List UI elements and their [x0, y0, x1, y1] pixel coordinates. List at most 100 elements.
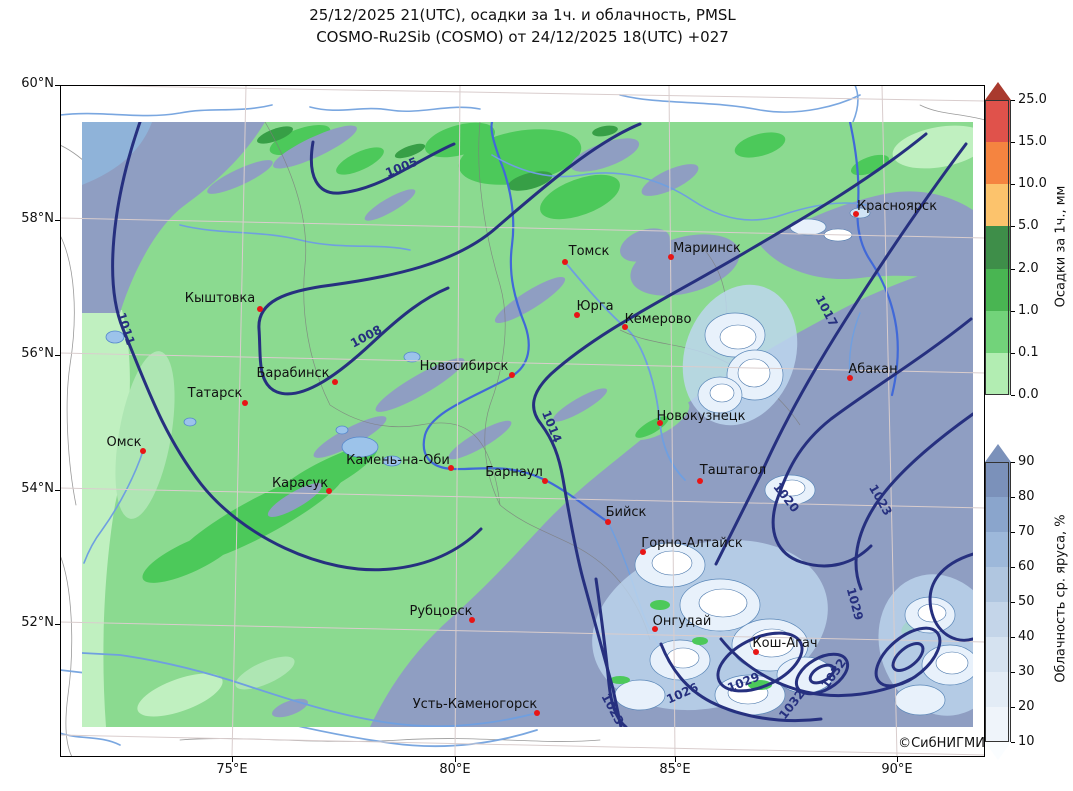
city-marker [326, 488, 332, 494]
lat-tick-label: 54°N [21, 481, 54, 496]
colorbar-tick-mark [1011, 100, 1015, 101]
lat-tick-mark [55, 624, 60, 625]
city-marker [332, 379, 338, 385]
city-label: Томск [568, 244, 610, 259]
model-domain [82, 122, 973, 727]
city-label: Барабинск [256, 366, 329, 381]
colorbar-tick-label: 80 [1018, 489, 1035, 504]
city-label: Барнаул [485, 465, 543, 480]
city-label: Новокузнецк [656, 409, 745, 424]
lon-tick-mark [897, 757, 898, 762]
colorbar-tick-label: 1.0 [1018, 302, 1039, 318]
colorbar-tick-label: 70 [1018, 524, 1035, 539]
city-marker [652, 626, 658, 632]
colorbar-tick-mark [1011, 352, 1015, 354]
city-label: Горно-Алтайск [641, 536, 743, 551]
lat-tick-mark [55, 220, 60, 221]
lat-tick-mark [55, 355, 60, 356]
colorbar-band [985, 637, 1011, 672]
colorbar-tick-label: 0.0 [1018, 387, 1039, 402]
cloud-region-topleft [82, 122, 265, 313]
city-marker [574, 312, 580, 318]
city-marker [605, 519, 611, 525]
city-label: Карасук [272, 476, 328, 491]
city-marker [542, 478, 548, 484]
lon-tick-label: 85°E [659, 762, 691, 777]
isobar-1023 [854, 412, 973, 591]
lon-tick-label: 90°E [881, 762, 913, 777]
isobar-1008 [257, 122, 642, 396]
lat-tick-mark [55, 490, 60, 491]
snow-texture-altai [592, 539, 834, 716]
precip-colorbar-title: Осадки за 1ч., мм [1053, 185, 1069, 308]
city-marker [469, 617, 475, 623]
colorbar-tick-label: 60 [1018, 559, 1035, 574]
colorbar-tick-mark [1011, 268, 1015, 270]
city-marker [847, 375, 853, 381]
colorbar-tick-mark [1011, 567, 1015, 568]
colorbar-band [985, 532, 1011, 567]
city-label: Кыштовка [185, 291, 255, 306]
colorbar-band [985, 100, 1011, 143]
snow-texture-kuznetsk [682, 284, 798, 426]
colorbar-tick-mark [1011, 310, 1015, 312]
colorbar-tick-mark [1011, 707, 1015, 708]
colorbar-tick-mark [1011, 462, 1015, 463]
colorbar-tick-mark [1011, 672, 1015, 673]
city-marker [509, 372, 515, 378]
colorbar-tick-mark [1011, 637, 1015, 638]
city-marker [622, 324, 628, 330]
colorbar-tick-label: 0.1 [1018, 344, 1039, 360]
colorbar-tick-label: 25.0 [1018, 92, 1047, 107]
lon-tick-mark [675, 757, 676, 762]
isobar-1011 [111, 122, 483, 572]
city-label: Мариинск [673, 241, 741, 256]
lat-tick-label: 58°N [21, 211, 54, 226]
city-marker [242, 400, 248, 406]
city-marker [140, 448, 146, 454]
city-label: Татарск [187, 386, 243, 401]
city-label: Абакан [848, 362, 897, 377]
colorbar-tick-mark [1011, 395, 1015, 396]
isobar-1023-south [594, 577, 628, 727]
copyright-label: ©СибНИГМИ [898, 736, 985, 751]
colorbar-tick-mark [1011, 742, 1015, 743]
city-marker [657, 420, 663, 426]
city-marker [753, 649, 759, 655]
colorbar-tick-mark [1011, 226, 1015, 228]
city-label: Усть-Каменогорск [413, 697, 538, 712]
city-label: Новосибирск [420, 359, 509, 374]
colorbar-band [985, 602, 1011, 637]
colorbar-band [985, 352, 1011, 395]
colorbar-tick-label: 10 [1018, 734, 1035, 749]
isobar-1029-east [928, 552, 973, 642]
city-marker [562, 259, 568, 265]
isobars [111, 122, 973, 727]
colorbar-arrow-down [985, 742, 1011, 760]
colorbar-tick-mark [1011, 602, 1015, 603]
isobar-1014 [532, 132, 928, 727]
city-marker [853, 211, 859, 217]
city-label: Онгудай [653, 614, 712, 629]
city-marker [640, 549, 646, 555]
isobar-1005 [309, 140, 456, 195]
colorbar-tick-label: 2.0 [1018, 260, 1039, 276]
map-title-line1: 25/12/2025 21(UTC), осадки за 1ч. и обла… [309, 6, 736, 24]
colorbar-tick-label: 50 [1018, 594, 1035, 609]
colorbar-band [985, 567, 1011, 602]
city-marker [668, 254, 674, 260]
city-marker [257, 306, 263, 312]
city-marker [534, 710, 540, 716]
colorbar-band [985, 462, 1011, 497]
colorbar-tick-label: 40 [1018, 629, 1035, 644]
colorbar-tick-label: 30 [1018, 664, 1035, 679]
colorbar-band [985, 226, 1011, 269]
colorbar-outline [985, 462, 1009, 742]
colorbar-tick-label: 15.0 [1018, 134, 1047, 150]
isobar-1017 [714, 142, 968, 566]
colorbar-arrow-up [985, 82, 1011, 100]
colorbar-arrow-up [985, 444, 1011, 462]
colorbar-tick-mark [1011, 184, 1015, 186]
